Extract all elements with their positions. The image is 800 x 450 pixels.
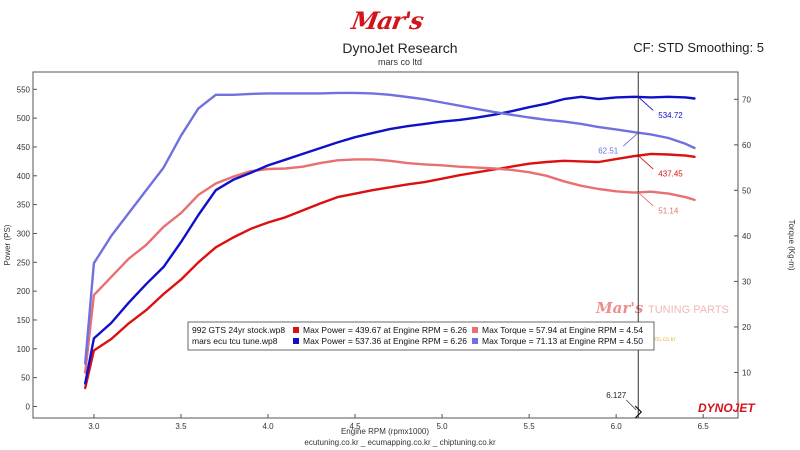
y-right-tick-label: 10 xyxy=(742,368,751,377)
cursor-annotations: 534.72 62.51 437.45 51.14 xyxy=(598,96,683,215)
watermark-brand: Mar's xyxy=(595,299,644,317)
legend: 992 GTS 24yr stock.wp8 Max Power = 439.67… xyxy=(187,321,655,351)
y-right-tick-label: 70 xyxy=(742,95,751,104)
legend-power-swatch xyxy=(293,327,299,333)
annotation-leader xyxy=(622,132,639,147)
x-tick-label: 5.5 xyxy=(524,422,536,431)
legend-file-name: 992 GTS 24yr stock.wp8 xyxy=(192,325,285,335)
tune-power-line xyxy=(83,95,696,385)
annotation-value: 51.14 xyxy=(658,206,679,215)
legend-max-power: Max Power = 537.36 at Engine RPM = 6.26 xyxy=(303,336,467,346)
footer-text: ecutuning.co.kr _ ecumapping.co.kr _ chi… xyxy=(304,438,496,447)
x-tick-label: 3.0 xyxy=(88,422,100,431)
x-axis: 3.0 3.5 4.0 4.5 5.0 5.5 6.0 6.5 xyxy=(88,414,709,431)
annotation-leader xyxy=(637,96,654,111)
y-axis-right-label: Torque (Kg-m) xyxy=(787,219,796,270)
watermark-text: TUNING PARTS xyxy=(648,304,729,316)
cursor-marker xyxy=(634,405,643,419)
cursor-rpm-readout: 6.127 xyxy=(606,391,627,400)
x-tick-label: 4.0 xyxy=(262,422,274,431)
legend-torque-swatch xyxy=(472,327,478,333)
y-right-tick-label: 30 xyxy=(742,277,751,286)
dynojet-logo: DYNOJET xyxy=(698,401,756,415)
legend-max-torque: Max Torque = 71.13 at Engine RPM = 4.50 xyxy=(482,336,643,346)
y-left-tick-label: 550 xyxy=(17,85,31,94)
legend-box xyxy=(187,321,655,351)
annotation-value: 534.72 xyxy=(658,111,683,120)
y-left-tick-label: 150 xyxy=(17,316,31,325)
x-tick-label: 6.5 xyxy=(698,422,710,431)
y-left-tick-label: 100 xyxy=(17,345,31,354)
y-left-tick-label: 50 xyxy=(21,374,30,383)
y-axis-left-label: Power (PS) xyxy=(3,224,12,265)
y-left-tick-label: 300 xyxy=(17,229,31,238)
y-right-tick-label: 40 xyxy=(742,232,751,241)
y-left-tick-label: 450 xyxy=(17,143,31,152)
chart-title: DynoJet Research xyxy=(342,40,458,56)
x-tick-label: 5.0 xyxy=(437,422,449,431)
x-tick-label: 6.0 xyxy=(611,422,623,431)
y-right-tick-label: 50 xyxy=(742,186,751,195)
chart-subtitle: mars co ltd xyxy=(377,57,422,67)
plot-area xyxy=(32,71,739,419)
legend-max-power: Max Power = 439.67 at Engine RPM = 6.26 xyxy=(303,325,467,335)
legend-max-torque: Max Torque = 57.94 at Engine RPM = 4.54 xyxy=(482,325,643,335)
cursor-readout-leader xyxy=(625,399,637,411)
watermark: Mar's TUNING PARTS www.marsparts.co.kr D… xyxy=(595,299,756,415)
annotation-leader xyxy=(637,155,654,170)
annotation-value: 437.45 xyxy=(658,170,683,179)
y-axis-right: 10 20 30 40 50 60 70 xyxy=(734,95,751,377)
y-left-tick-label: 0 xyxy=(26,402,31,411)
stock-power-line xyxy=(83,152,696,390)
y-right-tick-label: 20 xyxy=(742,323,751,332)
y-left-tick-label: 250 xyxy=(17,258,31,267)
y-left-tick-label: 400 xyxy=(17,172,31,181)
y-right-tick-label: 60 xyxy=(742,141,751,150)
series-lines xyxy=(83,91,696,390)
legend-file-name: mars ecu tcu tune.wp8 xyxy=(192,336,278,346)
x-axis-label: Engine RPM (rpmx1000) xyxy=(341,427,429,436)
correction-factor-label: CF: STD Smoothing: 5 xyxy=(633,40,764,55)
stock-torque-line xyxy=(83,158,696,374)
legend-torque-swatch xyxy=(472,338,478,344)
x-tick-label: 4.5 xyxy=(349,422,361,431)
annotation-value: 62.51 xyxy=(598,147,619,156)
rpm-cursor[interactable]: 6.127 xyxy=(606,72,643,419)
annotation-leader xyxy=(637,192,654,207)
tune-torque-line xyxy=(83,91,696,365)
y-left-tick-label: 500 xyxy=(17,114,31,123)
x-tick-label: 3.5 xyxy=(175,422,187,431)
legend-power-swatch xyxy=(293,338,299,344)
y-left-tick-label: 350 xyxy=(17,201,31,210)
y-left-tick-label: 200 xyxy=(17,287,31,296)
y-axis-left: 0 50 100 150 200 250 300 350 400 450 500 550 xyxy=(17,85,37,411)
